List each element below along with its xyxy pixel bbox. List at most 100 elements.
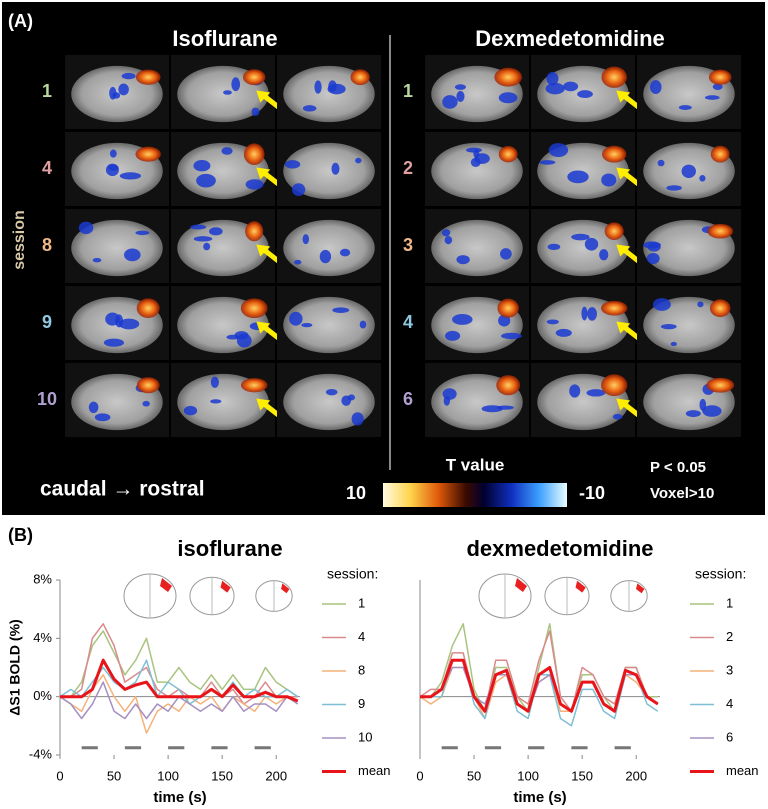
series-line (60, 623, 298, 705)
y-tick-label: -4% (29, 746, 53, 761)
activation-blue (563, 81, 579, 92)
activation-hot (709, 299, 731, 318)
arrow-head (616, 398, 631, 411)
activation-blue (284, 160, 301, 169)
activation-hot (604, 222, 624, 241)
brain-slice (431, 219, 523, 277)
activation-blue (649, 80, 662, 94)
activation-blue (234, 331, 249, 340)
activation-blue (501, 332, 522, 340)
brain-slice (283, 219, 375, 277)
activation-blue (454, 84, 466, 90)
activation-blue (545, 82, 565, 95)
activation-blue (183, 405, 198, 416)
brain-slice (283, 142, 375, 200)
atlas-s1 (160, 578, 172, 592)
series-line (60, 658, 299, 703)
activation-blue (445, 330, 461, 341)
right-title: Dexmedetomidine (475, 26, 665, 51)
activation-hot (497, 298, 519, 318)
threshold: P < 0.05 (650, 459, 706, 476)
panel-label: (A) (8, 11, 33, 31)
activation-hot (135, 69, 161, 85)
x-axis-label: time (s) (153, 789, 206, 806)
activation-hot (240, 298, 268, 319)
activation-blue (124, 248, 141, 262)
activation-blue (209, 227, 223, 236)
activation-blue (193, 236, 213, 242)
activation-blue (108, 164, 119, 171)
activation-blue (697, 301, 704, 308)
activation-blue (245, 179, 264, 190)
activation-blue (444, 236, 453, 245)
activation-blue (547, 243, 561, 250)
activation-blue (291, 183, 306, 196)
y-tick-label: 8% (33, 571, 52, 586)
legend-label: 2 (726, 629, 733, 644)
activation-blue (496, 405, 514, 410)
threshold: Voxel>10 (650, 485, 714, 502)
session-label: 3 (403, 235, 413, 255)
atlas-s1 (515, 578, 527, 592)
x-tick-label: 0 (416, 768, 423, 783)
x-tick-label: 100 (517, 768, 539, 783)
session-label: 4 (403, 312, 413, 332)
activation-hot (602, 145, 627, 163)
activation-blue (327, 83, 346, 95)
row-axis-label: session (11, 210, 28, 270)
activation-blue (203, 242, 211, 251)
colorbar-max: 10 (346, 483, 366, 503)
activation-blue (681, 164, 696, 179)
activation-blue (699, 398, 707, 411)
arrow-head (256, 244, 271, 257)
activation-blue (546, 319, 559, 325)
activation-blue (109, 149, 117, 158)
activation-blue (587, 307, 597, 321)
activation-blue (456, 255, 470, 265)
legend-title: session: (695, 566, 746, 582)
legend-label: 4 (726, 696, 733, 711)
session-label: 8 (42, 235, 52, 255)
activation-blue (442, 388, 457, 400)
brain-slice (283, 373, 375, 431)
colorbar-title: T value (446, 455, 505, 474)
arrow-head (256, 90, 271, 103)
legend-label: 10 (358, 729, 372, 744)
activation-blue (339, 248, 351, 257)
series-line (59, 674, 299, 734)
activation-hot (242, 69, 266, 86)
activation-blue (359, 320, 367, 329)
arrow-head (616, 321, 631, 334)
activation-blue (301, 322, 313, 328)
activation-blue (548, 143, 569, 158)
activation-hot (245, 221, 264, 242)
arrow-head (616, 167, 631, 180)
left-title: Isoflurane (172, 26, 277, 51)
activation-blue (569, 384, 581, 398)
activation-hot (498, 145, 518, 163)
activation-blue (581, 306, 588, 321)
activation-blue (355, 157, 362, 164)
x-tick-label: 50 (107, 768, 121, 783)
activation-hot (707, 223, 734, 239)
activation-blue (599, 249, 609, 261)
activation-blue (666, 185, 682, 191)
legend-label: 6 (726, 729, 733, 744)
activation-blue (678, 105, 692, 110)
activation-blue (660, 324, 677, 330)
activation-blue (142, 400, 150, 407)
x-tick-label: 150 (571, 768, 593, 783)
activation-blue (119, 172, 142, 180)
activation-blue (314, 80, 322, 94)
activation-blue (319, 249, 332, 264)
activation-blue (555, 328, 572, 337)
legend-label: 1 (358, 595, 365, 610)
activation-blue (452, 313, 473, 325)
activation-blue (699, 175, 706, 182)
x-tick-label: 200 (265, 768, 287, 783)
chart-title: isoflurane (177, 536, 282, 561)
activation-blue (584, 237, 599, 251)
series-line (419, 630, 659, 713)
activation-blue (539, 160, 556, 165)
activation-blue (586, 389, 606, 397)
